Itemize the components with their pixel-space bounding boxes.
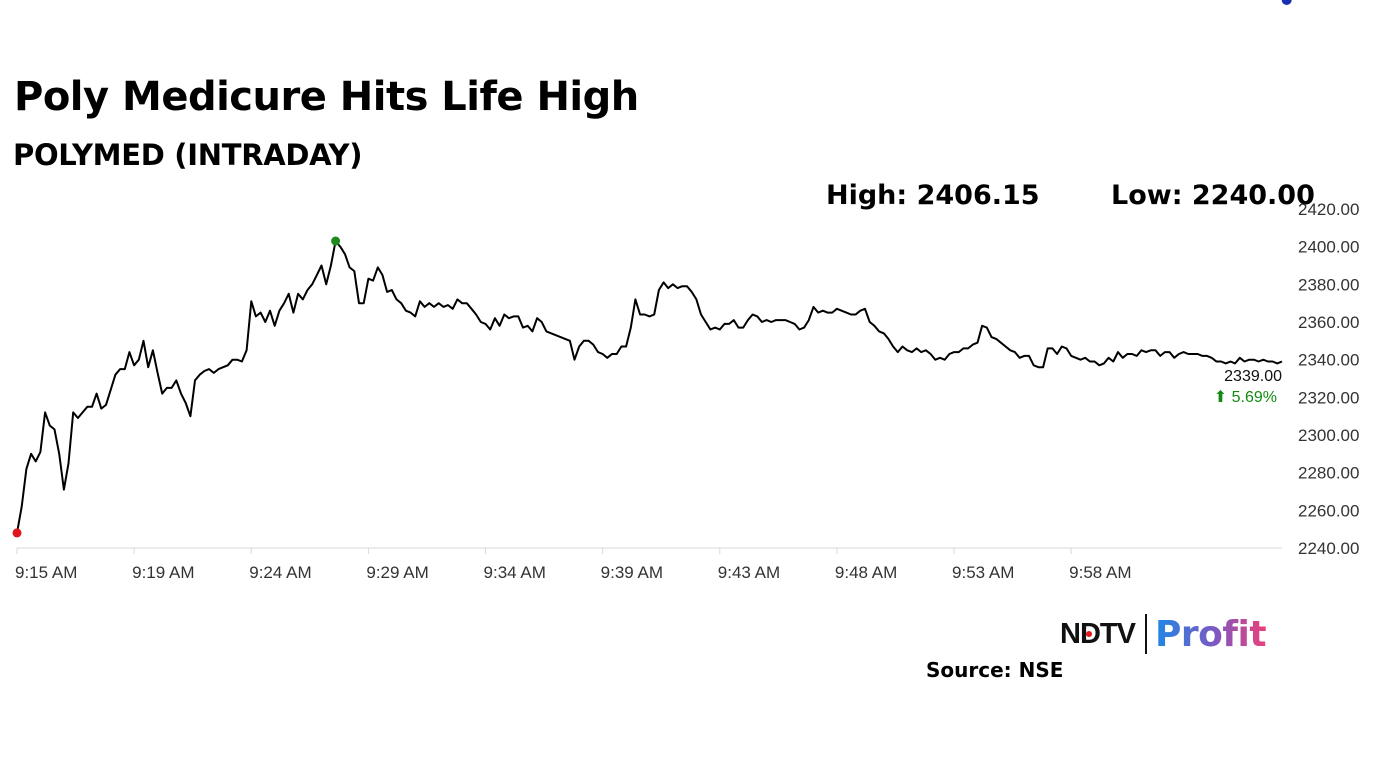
price-series-line [16, 240, 1283, 534]
logo-dot-icon [1086, 631, 1092, 637]
x-tick-label: 9:58 AM [1069, 563, 1131, 582]
x-tick-label: 9:53 AM [952, 563, 1014, 582]
x-axis-ticks: 9:15 AM 9:19 AM 9:24 AM 9:29 AM 9:34 AM 9:39 … [15, 548, 1132, 582]
y-tick-label: 2280.00 [1298, 464, 1359, 483]
y-tick-label: 2400.00 [1298, 238, 1359, 257]
x-tick-label: 9:29 AM [366, 563, 428, 582]
x-tick-label: 9:19 AM [132, 563, 194, 582]
logo-divider [1144, 614, 1147, 654]
logo-ndtv-text: NDTV [1060, 617, 1136, 650]
high-stat: High: 2406.15 [826, 180, 1040, 211]
x-tick-label: 9:43 AM [718, 563, 780, 582]
chart-subtitle: POLYMED (INTRADAY) [13, 138, 363, 172]
x-tick-label: 9:15 AM [15, 563, 77, 582]
y-tick-label: 2360.00 [1298, 313, 1359, 332]
y-tick-label: 2420.00 [1298, 200, 1359, 219]
y-tick-label: 2380.00 [1298, 275, 1359, 294]
ndtv-profit-logo: NDTV Profit [1060, 612, 1267, 656]
x-tick-label: 9:48 AM [835, 563, 897, 582]
y-tick-label: 2240.00 [1298, 539, 1359, 558]
low-stat: Low: 2240.00 [1111, 180, 1315, 211]
x-tick-label: 9:34 AM [484, 563, 546, 582]
y-tick-label: 2320.00 [1298, 388, 1359, 407]
x-tick-label: 9:24 AM [249, 563, 311, 582]
end-point-marker [1281, 0, 1292, 5]
chart-title: Poly Medicure Hits Life High [14, 74, 639, 120]
y-tick-label: 2340.00 [1298, 351, 1359, 370]
change-percent-label: ⬆ 5.69% [1214, 389, 1277, 406]
x-tick-label: 9:39 AM [601, 563, 663, 582]
y-axis-ticks: 2240.00 2260.00 2280.00 2300.00 2320.00 2340.… [1298, 200, 1359, 558]
logo-profit-text: Profit [1154, 613, 1267, 655]
markers [12, 0, 1292, 538]
source-note: Source: NSE [926, 658, 1064, 682]
start-point-marker [12, 528, 22, 538]
high-point-marker [331, 236, 341, 246]
y-tick-label: 2260.00 [1298, 501, 1359, 520]
y-tick-label: 2300.00 [1298, 426, 1359, 445]
last-price-label: 2339.00 [1224, 368, 1282, 385]
